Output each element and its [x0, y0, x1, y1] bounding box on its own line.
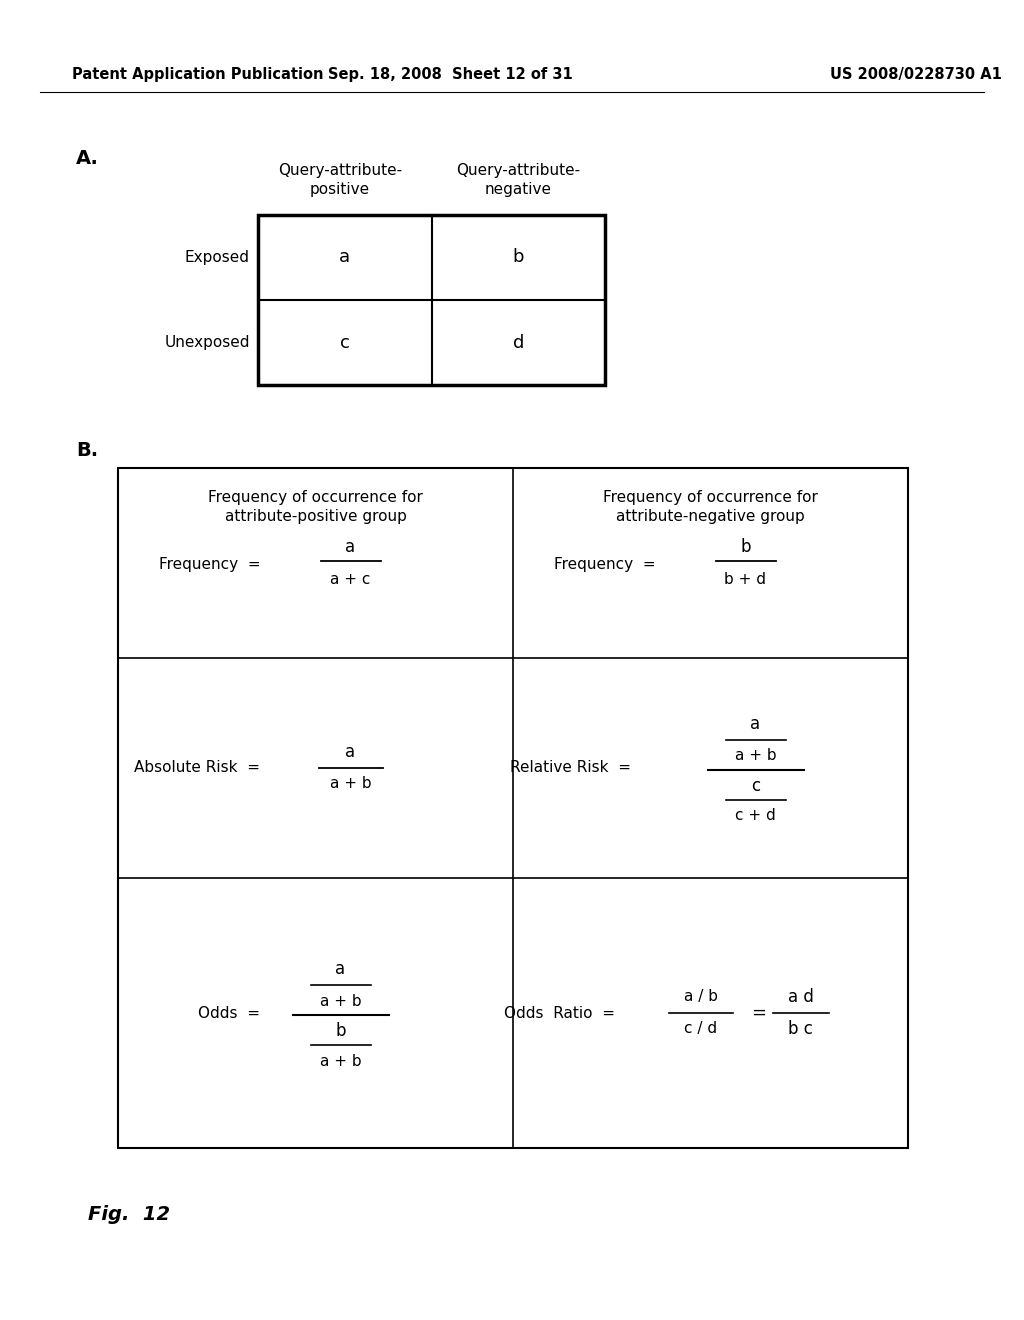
Text: Exposed: Exposed	[185, 249, 250, 265]
Text: c: c	[751, 777, 760, 795]
Text: a: a	[336, 960, 345, 978]
Text: a + b: a + b	[319, 1053, 361, 1068]
Text: Frequency of occurrence for
attribute-negative group: Frequency of occurrence for attribute-ne…	[603, 490, 818, 524]
Text: b: b	[740, 539, 751, 556]
Text: Unexposed: Unexposed	[165, 335, 250, 350]
Text: d: d	[513, 334, 524, 351]
Text: Frequency  =: Frequency =	[554, 557, 655, 573]
Text: =: =	[751, 1005, 766, 1022]
Text: Query-attribute-
positive: Query-attribute- positive	[278, 162, 402, 197]
Text: b c: b c	[788, 1020, 813, 1038]
Text: a: a	[339, 248, 350, 267]
Text: c / d: c / d	[684, 1022, 717, 1036]
Text: Fig.  12: Fig. 12	[88, 1205, 170, 1225]
Text: Patent Application Publication: Patent Application Publication	[72, 67, 324, 82]
Text: Odds  =: Odds =	[199, 1006, 260, 1020]
Text: a: a	[345, 743, 355, 762]
Text: B.: B.	[76, 441, 98, 459]
Text: Odds  Ratio  =: Odds Ratio =	[505, 1006, 615, 1020]
Text: b + d: b + d	[725, 572, 767, 586]
Text: c + d: c + d	[735, 808, 776, 824]
Text: a + b: a + b	[734, 748, 776, 763]
Text: c: c	[340, 334, 349, 351]
Text: US 2008/0228730 A1: US 2008/0228730 A1	[830, 67, 1001, 82]
Text: a d: a d	[787, 987, 813, 1006]
Text: b: b	[512, 248, 524, 267]
Text: Absolute Risk  =: Absolute Risk =	[134, 760, 260, 776]
Text: Relative Risk  =: Relative Risk =	[510, 760, 631, 776]
Text: b: b	[335, 1022, 346, 1040]
Text: Sep. 18, 2008  Sheet 12 of 31: Sep. 18, 2008 Sheet 12 of 31	[328, 67, 572, 82]
Text: a + b: a + b	[330, 776, 372, 792]
Text: a: a	[751, 715, 761, 733]
Text: a: a	[345, 539, 355, 556]
Bar	[118, 469, 908, 1148]
Text: a + b: a + b	[319, 994, 361, 1008]
Text: a / b: a / b	[683, 990, 718, 1005]
Text: Frequency  =: Frequency =	[159, 557, 260, 573]
Text: Frequency of occurrence for
attribute-positive group: Frequency of occurrence for attribute-po…	[208, 490, 423, 524]
Text: A.: A.	[76, 149, 99, 168]
Text: Query-attribute-
negative: Query-attribute- negative	[456, 162, 580, 197]
Bar	[258, 215, 605, 385]
Text: a + c: a + c	[331, 572, 371, 586]
